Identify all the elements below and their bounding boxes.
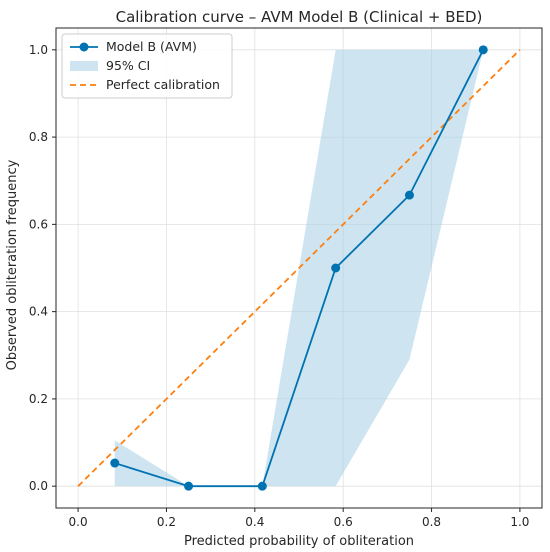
model-b-point (257, 481, 267, 491)
y-tick-label: 1.0 (29, 43, 48, 57)
model-b-point (110, 458, 120, 468)
x-axis-label: Predicted probability of obliteration (184, 534, 414, 549)
x-tick-label: 0.0 (69, 515, 88, 529)
reference-line-layer (77, 49, 521, 487)
legend-entry-label: Perfect calibration (106, 77, 220, 92)
y-tick-label: 0.2 (29, 392, 48, 406)
x-tick-label: 0.2 (157, 515, 176, 529)
legend-box (61, 33, 233, 99)
chart-title: Calibration curve – AVM Model B (Clinica… (116, 8, 483, 26)
y-tick-label: 0.0 (29, 479, 48, 493)
legend-band-swatch (70, 61, 98, 71)
legend-entry-label: 95% CI (106, 58, 150, 73)
legend-marker-swatch (79, 42, 89, 52)
plot-frame (55, 27, 543, 509)
ticks-layer: 0.0 0.2 0.4 0.6 0.8 1.0 0.0 0.2 0.4 0.6 0.8 1.0 (29, 43, 530, 529)
x-tick-label: 1.0 (510, 515, 529, 529)
series-layer (110, 45, 488, 491)
legend-entry-label: Model B (AVM) (106, 39, 197, 54)
y-tick-label: 0.6 (29, 217, 48, 231)
perfect-calibration-line (77, 49, 521, 487)
legend: Model B (AVM) 95% CI Perfect calibration (61, 33, 233, 99)
model-b-point (184, 481, 194, 491)
model-b-point (331, 263, 341, 273)
x-tick-label: 0.8 (422, 515, 441, 529)
y-tick-label: 0.8 (29, 130, 48, 144)
model-b-point (478, 45, 488, 55)
model-b-line (114, 49, 485, 488)
x-tick-label: 0.6 (334, 515, 353, 529)
model-b-point (404, 190, 414, 200)
y-tick-label: 0.4 (29, 305, 48, 319)
y-axis-label: Observed obliteration frequency (5, 159, 20, 370)
x-tick-label: 0.4 (245, 515, 264, 529)
